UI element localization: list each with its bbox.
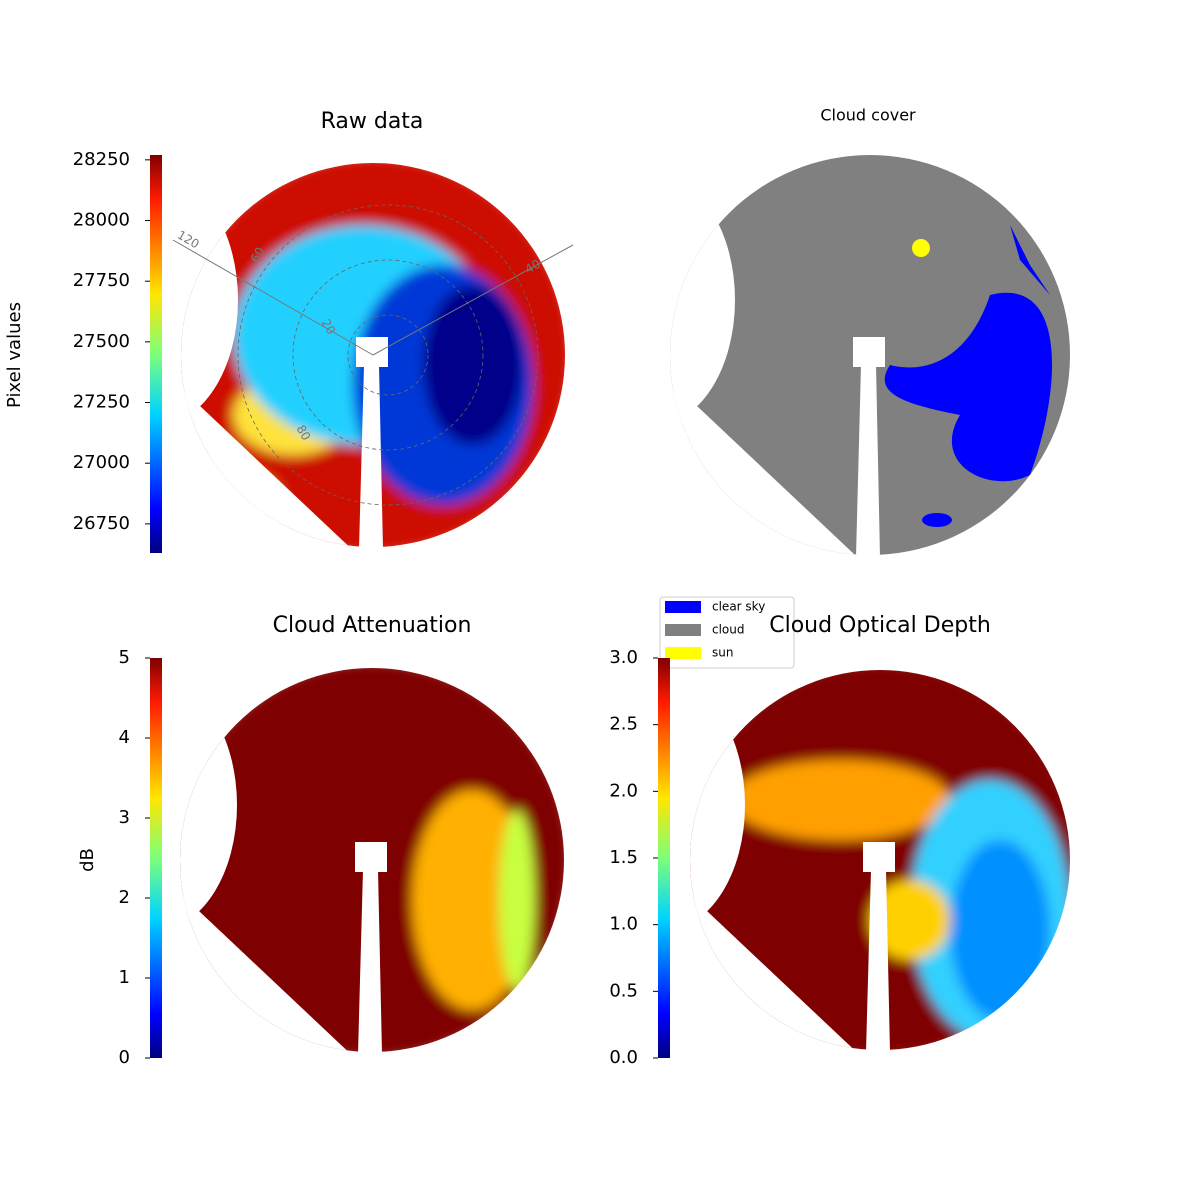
sky-blob <box>870 880 950 960</box>
colorbar-tick-label: 2 <box>119 887 130 908</box>
mask-arm <box>359 365 383 549</box>
colorbar <box>658 658 670 1058</box>
mask-corner <box>690 895 865 1050</box>
polar-label: 80 <box>294 423 314 443</box>
mask-notch <box>670 175 735 425</box>
sky-blob <box>950 840 1050 1020</box>
mask-arm <box>856 365 880 557</box>
polar-grid <box>292 259 484 451</box>
colorbar-tick-label: 2.0 <box>609 780 638 801</box>
colorbar-tick-label: 27750 <box>73 270 130 291</box>
colorbar-tick-label: 0.5 <box>609 980 638 1001</box>
clear-sky-area <box>884 292 1053 482</box>
colorbar-tick-label: 27250 <box>73 392 130 413</box>
mask-corner <box>180 895 357 1052</box>
panel-title: Cloud cover <box>820 106 916 125</box>
mask-post <box>853 337 885 367</box>
colorbar-tick-label: 0.0 <box>609 1047 638 1068</box>
colorbar-tick-label: 1 <box>119 967 130 988</box>
panel-title: Cloud Optical Depth <box>769 613 991 638</box>
panel-title: Cloud Attenuation <box>273 613 472 638</box>
polar-axis <box>372 244 574 356</box>
legend-label: clear sky <box>712 600 765 614</box>
sun <box>912 239 930 257</box>
colorbar-tick-label: 27500 <box>73 331 130 352</box>
polar-grid <box>237 204 539 506</box>
mask-post <box>356 337 388 367</box>
colorbar-tick-label: 3 <box>119 807 130 828</box>
sky-blob <box>412 790 532 1010</box>
polar-axis <box>172 239 374 356</box>
colorbar-tick-label: 0 <box>119 1047 130 1068</box>
colorbar-tick-label: 28250 <box>73 149 130 170</box>
legend-swatch <box>665 647 701 659</box>
sky-blob <box>423 285 523 445</box>
colorbar-tick-label: 26750 <box>73 513 130 534</box>
colorbar-tick-label: 1.5 <box>609 847 638 868</box>
polar-label: 120 <box>175 228 202 252</box>
sky-image <box>670 155 1070 555</box>
colorbar-tick-label: 4 <box>119 727 130 748</box>
colorbar-tick-label: 5 <box>119 647 130 668</box>
colorbar <box>150 155 162 553</box>
polar-label: 60 <box>248 245 268 265</box>
polar-label: 40 <box>523 257 543 277</box>
colorbar-tick-label: 1.0 <box>609 914 638 935</box>
colorbar-tick-label: 28000 <box>73 210 130 231</box>
colorbar-tick-label: 2.5 <box>609 714 638 735</box>
legend-swatch <box>665 601 701 613</box>
legend-label: sun <box>712 646 733 660</box>
polar-label: 20 <box>319 317 339 337</box>
sky-blob <box>499 810 535 990</box>
mask-post <box>863 842 895 872</box>
mask-post <box>355 842 387 872</box>
colorbar-tick-label: 3.0 <box>609 647 638 668</box>
colorbar-label: dB <box>77 848 98 872</box>
sky-blob <box>730 760 950 840</box>
mask-arm <box>358 870 382 1054</box>
colorbar-tick-label: 27000 <box>73 452 130 473</box>
colorbar <box>150 658 162 1058</box>
panel-title: Raw data <box>321 109 424 134</box>
mask-corner <box>181 390 358 547</box>
colorbar-label: Pixel values <box>4 302 25 408</box>
legend-label: cloud <box>712 623 745 637</box>
polar-grid <box>347 314 429 396</box>
clear-sky-area <box>922 513 952 527</box>
legend-swatch <box>665 624 701 636</box>
mask-arm <box>866 870 890 1052</box>
